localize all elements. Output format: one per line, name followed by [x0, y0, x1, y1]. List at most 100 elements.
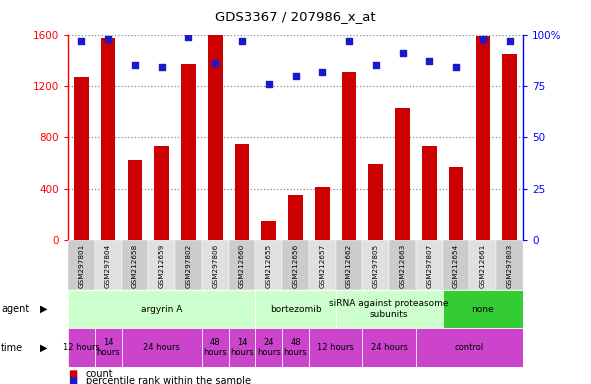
Bar — [181, 64, 196, 240]
Bar — [229, 328, 255, 367]
Text: 14
hours: 14 hours — [96, 338, 120, 357]
Text: 14
hours: 14 hours — [230, 338, 254, 357]
Bar — [443, 240, 469, 290]
Text: GSM212659: GSM212659 — [158, 244, 165, 288]
Point — [424, 58, 434, 65]
Point — [398, 50, 407, 56]
Point — [505, 38, 514, 44]
Point — [157, 65, 167, 71]
Text: GSM297806: GSM297806 — [212, 244, 218, 288]
Point — [264, 81, 274, 87]
Text: GSM212663: GSM212663 — [400, 244, 405, 288]
Bar — [202, 240, 229, 290]
Text: time: time — [1, 343, 23, 353]
Point — [452, 65, 461, 71]
Bar — [255, 240, 282, 290]
Point — [317, 68, 327, 74]
Text: percentile rank within the sample: percentile rank within the sample — [86, 376, 251, 384]
Bar — [95, 240, 122, 290]
Bar — [336, 240, 362, 290]
Text: 24 hours: 24 hours — [143, 343, 180, 352]
Text: GSM212654: GSM212654 — [453, 244, 459, 288]
Bar — [449, 167, 463, 240]
Point — [184, 33, 193, 40]
Text: ▶: ▶ — [40, 304, 48, 314]
Text: count: count — [86, 369, 113, 379]
Text: 12 hours: 12 hours — [317, 343, 354, 352]
Bar — [122, 328, 202, 367]
Bar — [395, 108, 410, 240]
Text: 24
hours: 24 hours — [257, 338, 281, 357]
Text: GSM297801: GSM297801 — [79, 244, 85, 288]
Point — [210, 60, 220, 66]
Point — [371, 62, 381, 68]
Bar — [128, 161, 142, 240]
Bar — [255, 290, 336, 328]
Text: ▶: ▶ — [40, 343, 48, 353]
Bar — [68, 290, 255, 328]
Bar — [282, 328, 309, 367]
Bar — [288, 195, 303, 240]
Text: GSM297802: GSM297802 — [186, 244, 191, 288]
Bar — [362, 240, 389, 290]
Text: control: control — [455, 343, 484, 352]
Bar — [68, 328, 95, 367]
Bar — [362, 328, 416, 367]
Text: GSM297805: GSM297805 — [373, 244, 379, 288]
Text: siRNA against proteasome
subunits: siRNA against proteasome subunits — [329, 300, 449, 319]
Text: GSM212656: GSM212656 — [293, 244, 298, 288]
Point — [478, 36, 488, 42]
Text: ■: ■ — [68, 376, 77, 384]
Text: bortezomib: bortezomib — [269, 305, 322, 314]
Bar — [255, 328, 282, 367]
Bar — [154, 146, 169, 240]
Text: GSM212660: GSM212660 — [239, 244, 245, 288]
Text: ■: ■ — [68, 369, 77, 379]
Bar — [202, 328, 229, 367]
Bar — [309, 240, 336, 290]
Bar — [68, 240, 95, 290]
Text: GSM297803: GSM297803 — [506, 244, 512, 288]
Bar — [315, 187, 330, 240]
Bar — [389, 240, 416, 290]
Point — [103, 36, 113, 42]
Point — [77, 38, 86, 44]
Text: 48
hours: 48 hours — [284, 338, 307, 357]
Bar — [469, 240, 496, 290]
Bar — [309, 328, 362, 367]
Text: 48
hours: 48 hours — [203, 338, 227, 357]
Text: GSM297804: GSM297804 — [105, 244, 111, 288]
Point — [130, 62, 139, 68]
Bar — [502, 54, 517, 240]
Point — [345, 38, 354, 44]
Bar — [175, 240, 202, 290]
Text: GSM212662: GSM212662 — [346, 244, 352, 288]
Text: argyrin A: argyrin A — [141, 305, 183, 314]
Bar — [95, 328, 122, 367]
Bar — [368, 164, 383, 240]
Text: GSM212658: GSM212658 — [132, 244, 138, 288]
Point — [291, 73, 300, 79]
Bar — [336, 290, 443, 328]
Point — [237, 38, 246, 44]
Bar — [229, 240, 255, 290]
Bar — [261, 221, 276, 240]
Bar — [342, 72, 356, 240]
Bar — [122, 240, 148, 290]
Bar — [422, 146, 437, 240]
Text: GSM212657: GSM212657 — [319, 244, 325, 288]
Bar — [443, 290, 523, 328]
Text: 24 hours: 24 hours — [371, 343, 408, 352]
Bar — [476, 36, 491, 240]
Text: GSM212655: GSM212655 — [266, 244, 272, 288]
Bar — [148, 240, 175, 290]
Bar — [416, 328, 523, 367]
Bar — [282, 240, 309, 290]
Bar — [100, 38, 115, 240]
Text: agent: agent — [1, 304, 30, 314]
Text: 12 hours: 12 hours — [63, 343, 100, 352]
Bar — [235, 144, 249, 240]
Text: none: none — [472, 305, 494, 314]
Text: GDS3367 / 207986_x_at: GDS3367 / 207986_x_at — [215, 10, 376, 23]
Text: GSM212661: GSM212661 — [480, 244, 486, 288]
